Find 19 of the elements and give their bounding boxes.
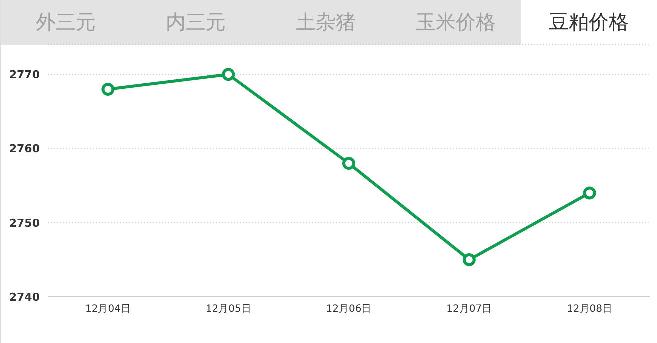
point [222,68,236,82]
x-tick-label: 12月08日 [567,304,613,316]
y-tick-label: 2770 [9,68,40,82]
y-tick-label: 2750 [9,216,40,230]
point [583,186,596,200]
point [462,253,476,266]
x-tick-label: 12月06日 [326,304,372,316]
text: 内三元 [165,9,227,36]
point [102,82,115,96]
text: 土杂猪 [295,9,357,36]
x-tick-label: 12月04日 [85,304,131,316]
x-tick-label: 12月05日 [206,304,252,316]
point [342,157,356,170]
y-tick-label: 2760 [9,142,40,156]
y-tick-label: 2740 [9,290,40,304]
text: 外三元 [35,9,97,36]
text: 玉米价格 [415,9,497,36]
chart-title: 豆粕价格 [521,0,657,45]
x-tick-label: 12月07日 [446,304,492,316]
